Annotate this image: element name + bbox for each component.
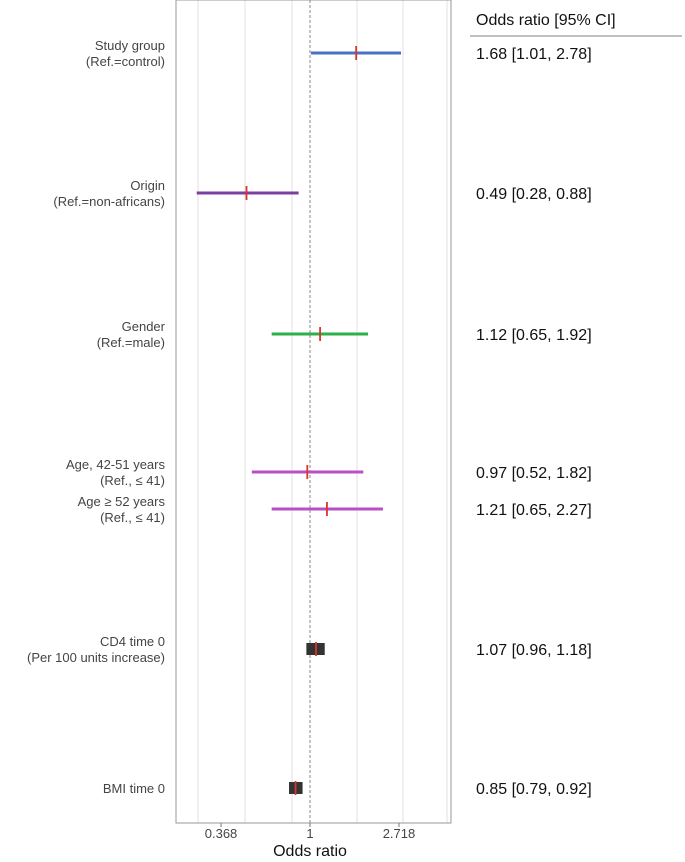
row-label: (Per 100 units increase) <box>27 650 165 665</box>
x-axis-ticks: 0.368 1 2.718 <box>205 823 416 841</box>
ci-text: 0.85 [0.79, 0.92] <box>476 781 592 798</box>
row-label: Gender <box>122 319 166 334</box>
row-label: (Ref., ≤ 41) <box>100 510 165 525</box>
ci-text-column: 1.68 [1.01, 2.78] 0.49 [0.28, 0.88] 1.12 [… <box>476 46 592 798</box>
row-label: CD4 time 0 <box>100 634 165 649</box>
ci-text: 1.07 [0.96, 1.18] <box>476 642 592 659</box>
row-label: BMI time 0 <box>103 781 165 796</box>
row-labels: Study group(Ref.=control) Origin(Ref.=non… <box>27 38 166 796</box>
ci-text: 1.68 [1.01, 2.78] <box>476 46 592 63</box>
grid-lines <box>197 0 448 823</box>
row-label: Origin <box>130 178 165 193</box>
column-header: Odds ratio [95% CI] <box>476 12 616 29</box>
row-label: Study group <box>95 38 165 53</box>
ci-text: 1.12 [0.65, 1.92] <box>476 327 592 344</box>
row-label: (Ref.=non-africans) <box>53 194 165 209</box>
row-label: (Ref.=control) <box>86 54 165 69</box>
x-tick-label: 2.718 <box>383 826 416 841</box>
row-label: Age, 42-51 years <box>66 457 166 472</box>
row-label: (Ref., ≤ 41) <box>100 473 165 488</box>
x-tick-label: 0.368 <box>205 826 238 841</box>
row-label: Age ≥ 52 years <box>78 494 166 509</box>
plot-panel-border <box>175 0 452 824</box>
ci-text: 0.97 [0.52, 1.82] <box>476 465 592 482</box>
ci-text: 1.21 [0.65, 2.27] <box>476 502 592 519</box>
ci-text: 0.49 [0.28, 0.88] <box>476 186 592 203</box>
x-tick-label: 1 <box>306 826 313 841</box>
x-axis-title: Odds ratio <box>273 843 347 860</box>
row-label: (Ref.=male) <box>97 335 165 350</box>
ci-marks <box>196 46 401 795</box>
